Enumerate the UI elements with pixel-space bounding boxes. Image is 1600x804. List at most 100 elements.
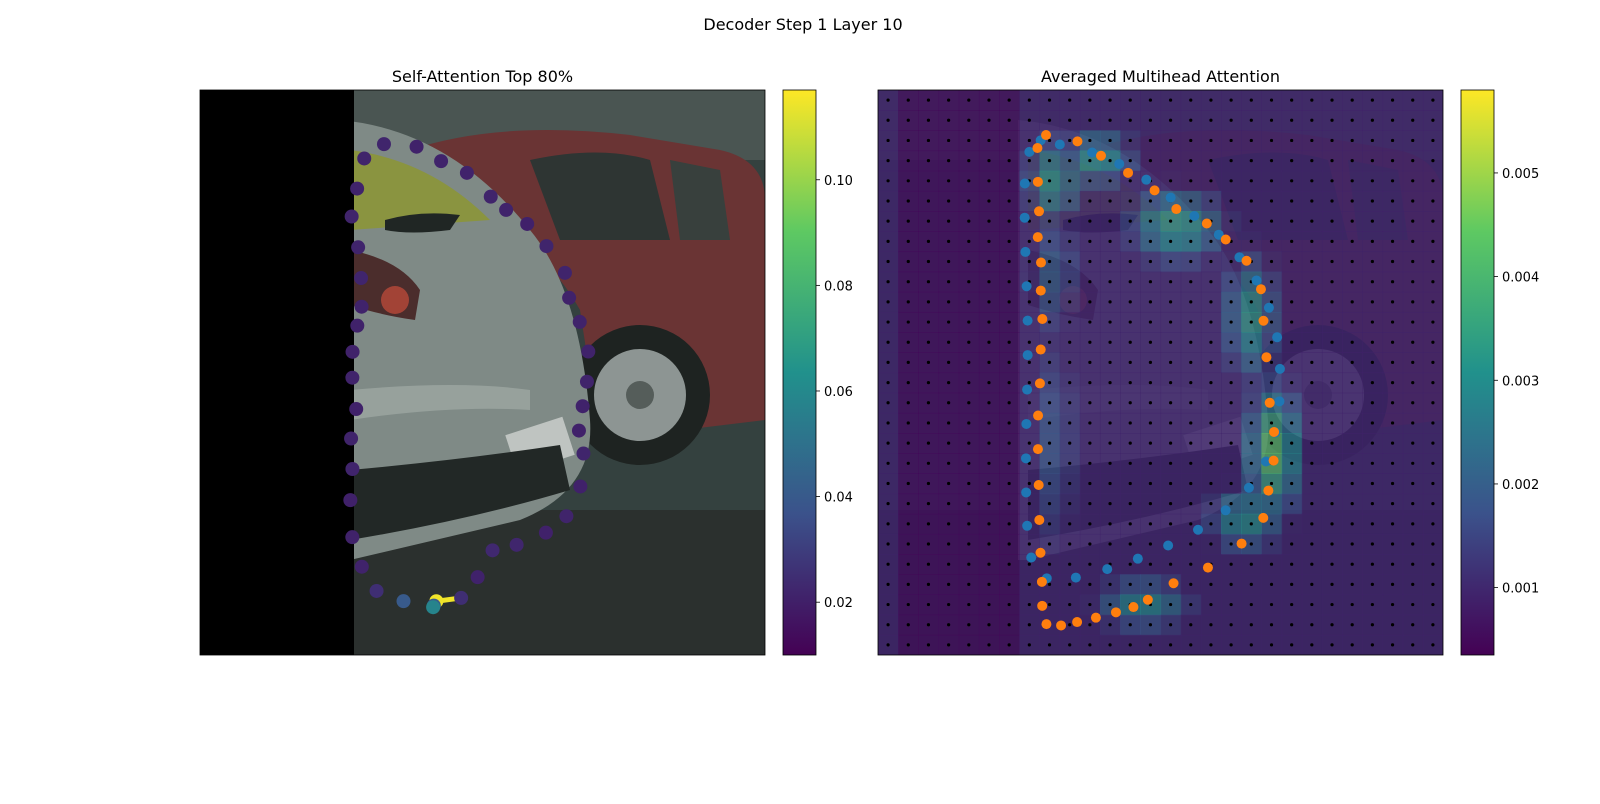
grid-dot (1390, 562, 1395, 566)
grid-dot (1390, 441, 1395, 445)
grid-dot (1047, 441, 1052, 445)
grid-dot (1269, 179, 1274, 183)
grid-dot (1108, 582, 1112, 586)
grid-dot (1431, 441, 1435, 445)
grid-dot (1330, 582, 1334, 586)
grid-dot (1431, 259, 1435, 264)
grid-dot (1148, 461, 1153, 465)
predicted-point (1037, 600, 1048, 611)
grid-dot (987, 441, 991, 445)
grid-dot (1189, 461, 1193, 465)
grid-dot (1290, 118, 1294, 122)
grid-dot (1330, 441, 1334, 445)
predicted-point (1110, 607, 1121, 618)
grid-dot (1148, 481, 1153, 486)
grid-dot (1007, 602, 1011, 607)
grid-dot (1249, 320, 1253, 324)
grid-dot (1209, 340, 1213, 344)
grid-dot (1431, 179, 1435, 183)
grid-dot (1411, 602, 1415, 607)
grid-dot (1411, 562, 1415, 566)
grid-dot (1168, 380, 1173, 385)
grid-dot (1411, 502, 1415, 506)
grid-dot (1088, 380, 1092, 385)
grid-dot (1108, 401, 1112, 405)
grid-dot (1390, 280, 1395, 284)
grid-dot (967, 98, 971, 102)
contour-point (520, 216, 535, 231)
grid-dot (1007, 340, 1011, 344)
grid-dot (1229, 300, 1233, 304)
colorbar-tick-label: 0.002 (1502, 478, 1539, 493)
grid-dot (1269, 280, 1274, 284)
grid-dot (906, 159, 910, 163)
contour-point (499, 202, 514, 217)
grid-dot (1290, 522, 1294, 526)
grid-dot (1007, 502, 1011, 506)
grid-dot (1088, 320, 1092, 324)
grid-dot (947, 179, 951, 183)
self-attention-image (200, 90, 765, 655)
reference-point (1022, 315, 1033, 326)
grid-dot (1330, 280, 1334, 284)
grid-dot (1027, 118, 1031, 122)
grid-dot (1310, 421, 1314, 425)
grid-dot (1229, 461, 1233, 465)
grid-dot (967, 461, 971, 465)
grid-dot (1390, 199, 1395, 203)
grid-dot (1290, 481, 1294, 486)
grid-dot (1411, 118, 1415, 122)
grid-dot (1047, 522, 1052, 526)
grid-dot (1330, 199, 1334, 203)
grid-dot (1007, 481, 1011, 486)
grid-dot (886, 118, 890, 122)
grid-dot (1431, 522, 1435, 526)
grid-dot (1047, 380, 1052, 385)
grid-dot (1189, 502, 1193, 506)
grid-dot (1411, 623, 1415, 627)
grid-dot (1068, 138, 1072, 143)
grid-dot (1269, 421, 1274, 425)
predicted-point (1261, 352, 1272, 363)
contour-point (454, 590, 469, 605)
grid-dot (1269, 643, 1274, 647)
grid-dot (1007, 401, 1011, 405)
grid-dot (1128, 199, 1132, 203)
grid-dot (1148, 360, 1153, 365)
grid-dot (1068, 421, 1072, 425)
grid-dot (1068, 300, 1072, 304)
grid-dot (906, 522, 910, 526)
grid-dot (1168, 340, 1173, 344)
grid-dot (1168, 602, 1173, 607)
grid-dot (1390, 159, 1395, 163)
grid-dot (1290, 643, 1294, 647)
grid-dot (1249, 582, 1253, 586)
grid-dot (1370, 360, 1374, 365)
grid-dot (1290, 401, 1294, 405)
grid-dot (1047, 159, 1052, 163)
grid-dot (1047, 340, 1052, 344)
grid-dot (1411, 219, 1415, 223)
grid-dot (1128, 502, 1132, 506)
grid-dot (947, 159, 951, 163)
grid-dot (1269, 300, 1274, 304)
grid-dot (1108, 421, 1112, 425)
grid-dot (1390, 138, 1395, 143)
grid-dot (1431, 502, 1435, 506)
grid-dot (1128, 138, 1132, 143)
contour-point (351, 240, 366, 255)
grid-dot (906, 401, 910, 405)
grid-dot (1370, 300, 1374, 304)
grid-dot (1189, 421, 1193, 425)
grid-dot (1209, 259, 1213, 264)
grid-dot (1189, 259, 1193, 264)
grid-dot (1128, 421, 1132, 425)
grid-dot (947, 118, 951, 122)
grid-dot (926, 280, 931, 284)
grid-dot (1088, 179, 1092, 183)
grid-dot (1290, 179, 1294, 183)
grid-dot (1290, 602, 1294, 607)
grid-dot (1350, 623, 1354, 627)
grid-dot (1168, 481, 1173, 486)
